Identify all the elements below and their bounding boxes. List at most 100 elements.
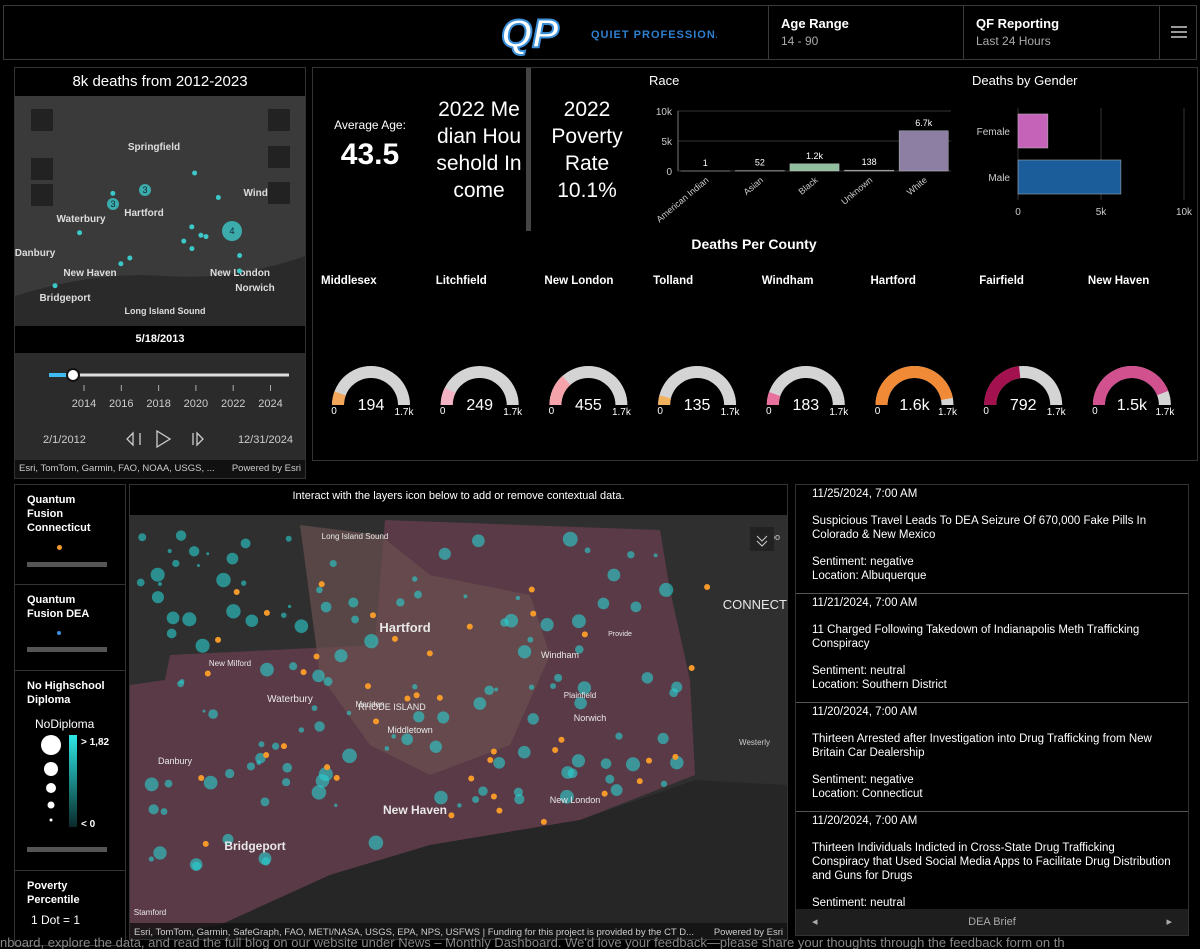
cluster-label: 4 — [229, 226, 234, 236]
map-point — [150, 567, 165, 582]
map-button[interactable] — [268, 146, 290, 168]
map-point — [561, 766, 574, 779]
filter-value[interactable]: Last 24 Hours — [976, 34, 1051, 48]
gauge-min: 0 — [1092, 406, 1098, 417]
attribution-bg — [130, 923, 787, 939]
news-item[interactable]: 11/20/2024, 7:00 AM Thirteen Arrested aft… — [796, 703, 1188, 812]
filter-value[interactable]: 14 - 90 — [781, 34, 819, 48]
filter-label[interactable]: QF Reporting — [976, 16, 1060, 31]
map-button[interactable] — [31, 184, 53, 206]
legend-title: No Highschool Diploma — [27, 680, 105, 706]
stats-panel: Average Age: 43.5 2022 Median Household … — [312, 67, 1198, 461]
dea-point — [704, 583, 711, 590]
next-button[interactable]: ▸ — [1166, 916, 1172, 928]
dea-point — [369, 612, 376, 619]
gauge-max: 1.7k — [938, 407, 958, 418]
news-item[interactable]: 11/25/2024, 7:00 AM Suspicious Travel Lea… — [796, 485, 1188, 594]
dea-point — [645, 757, 652, 764]
map-point — [550, 683, 557, 690]
news-item[interactable]: 11/21/2024, 7:00 AM 11 Charged Following … — [796, 594, 1188, 703]
map-button[interactable] — [268, 109, 290, 131]
legend-bar — [27, 847, 107, 852]
income-stat: 2022 Median Household Income — [436, 98, 522, 202]
news-location: Location: Connecticut — [812, 788, 923, 800]
map-button[interactable] — [268, 182, 290, 204]
map-point — [316, 586, 323, 594]
cluster — [139, 184, 151, 196]
gauge-fill — [658, 395, 671, 405]
gauge-value: 183 — [792, 397, 819, 414]
legend-item: Quantum Fusion Connecticut — [15, 485, 125, 585]
mini-map[interactable]: Springfield Hartford Windham Waterbury Danbu… — [15, 96, 305, 326]
map-point — [181, 238, 187, 244]
place-label: Meriden — [356, 700, 385, 709]
map-point — [334, 803, 338, 807]
map-point — [630, 601, 642, 613]
map-point — [528, 684, 535, 690]
dea-point — [490, 748, 497, 755]
gauge-value: 249 — [466, 397, 493, 414]
gauge-track — [549, 366, 628, 405]
time-slider[interactable]: 2014 2016 2018 2020 2022 2024 2/1/2012 12/31/20… — [15, 353, 305, 460]
news-title: Thirteen Individuals Indicted in Cross-S… — [812, 842, 1171, 882]
map-point — [607, 568, 621, 582]
map-point — [584, 547, 591, 554]
play-controls[interactable] — [126, 429, 204, 449]
dea-point — [672, 753, 679, 760]
cluster-label: 3 — [110, 199, 115, 209]
prev-button[interactable]: ◂ — [812, 916, 818, 928]
news-date: 11/21/2024, 7:00 AM — [812, 597, 918, 609]
map-point — [285, 535, 292, 542]
dea-point — [448, 812, 455, 819]
news-sentiment: Sentiment: neutral — [812, 665, 906, 677]
start-date: 2/1/2012 — [43, 434, 86, 446]
end-date: 12/31/2024 — [238, 434, 293, 446]
main-map[interactable]: Hartford New Haven Bridgeport Waterbury Danb… — [130, 515, 787, 939]
map-button[interactable] — [31, 109, 53, 131]
dea-point — [404, 695, 411, 702]
legend-ramp: > 1,82 < 0 — [41, 735, 110, 830]
x-tick-label: Black — [796, 175, 820, 197]
y-tick-label: 5k — [661, 137, 673, 148]
place-label: New Haven — [63, 268, 116, 279]
menu-button[interactable] — [1169, 24, 1189, 40]
map-point — [493, 756, 506, 769]
logo: QP QUIET PROFESSIONALS — [500, 11, 717, 57]
map-point — [138, 533, 147, 542]
dea-point — [333, 774, 340, 781]
dea-point — [490, 793, 497, 800]
map-point — [627, 551, 635, 559]
place-label: Westerly — [739, 738, 770, 747]
map-button[interactable] — [31, 158, 53, 180]
gauge-min: 0 — [875, 406, 881, 417]
county-name: Middlesex — [321, 275, 377, 287]
map-point — [414, 590, 422, 599]
news-item[interactable]: 11/20/2024, 7:00 AM Thirteen Individuals … — [796, 812, 1188, 909]
map-point — [571, 614, 586, 629]
slider-handle[interactable] — [66, 368, 80, 382]
map-point — [77, 230, 83, 236]
divider — [1159, 6, 1160, 59]
map-point — [329, 559, 337, 568]
map-point — [311, 705, 318, 712]
layers-button[interactable] — [750, 527, 774, 551]
filter-label[interactable]: Age Range — [781, 16, 849, 31]
map-point — [659, 582, 674, 597]
map-point — [473, 697, 487, 710]
gauge-fill — [1092, 365, 1169, 405]
value-label: 52 — [755, 158, 765, 168]
map-point — [148, 804, 159, 815]
legend-bar — [27, 562, 107, 567]
dea-point — [413, 692, 420, 699]
y-tick-label: Female — [977, 127, 1011, 138]
y-tick-label: 0 — [666, 167, 672, 178]
gauge-fill — [766, 392, 781, 405]
gauge-max: 1.7k — [1047, 407, 1067, 418]
map-point — [396, 598, 405, 607]
map-point — [167, 548, 172, 554]
place-label: Provide — [608, 631, 632, 638]
map-point — [258, 741, 265, 748]
map-point — [158, 581, 162, 586]
news-sentiment: Sentiment: negative — [812, 774, 914, 786]
